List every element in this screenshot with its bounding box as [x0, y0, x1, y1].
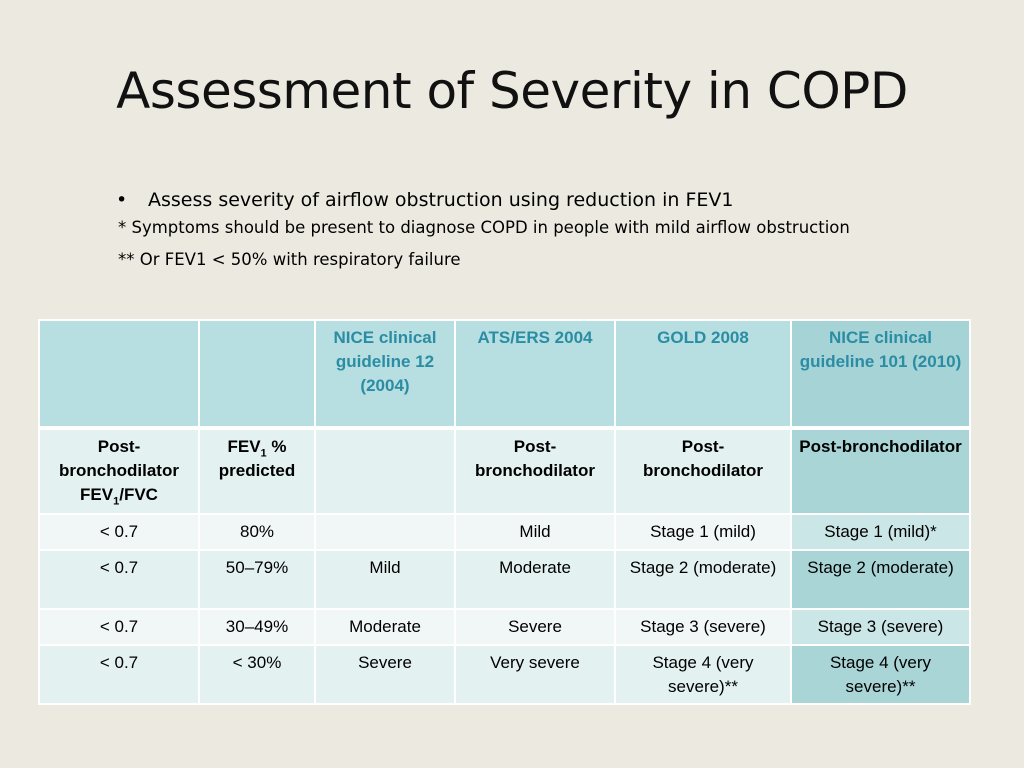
footnote-respiratory-failure: ** Or FEV1 < 50% with respiratory failur…: [118, 250, 461, 269]
subheader-fev1-predicted: FEV1 % predicted: [198, 427, 316, 515]
table-cell: 30–49%: [198, 608, 316, 646]
table-cell: 50–79%: [198, 549, 316, 610]
bullet-dot: •: [116, 189, 128, 211]
table-cell: Severe: [454, 608, 616, 646]
table-row: < 0.7 30–49% Moderate Severe Stage 3 (se…: [38, 608, 971, 646]
subheader-gold: Post-bronchodilator: [614, 427, 792, 515]
subheader-ratio: Post-bronchodilator FEV1/FVC: [38, 427, 200, 515]
table-cell: Moderate: [454, 549, 616, 610]
table-cell: Stage 2 (moderate): [614, 549, 792, 610]
table-cell: Stage 1 (mild): [614, 513, 792, 551]
header-gold-2008: GOLD 2008: [614, 319, 792, 430]
footnote-symptoms: * Symptoms should be present to diagnose…: [118, 218, 850, 237]
table-cell: < 0.7: [38, 644, 200, 705]
bullet-list: • Assess severity of airflow obstruction …: [112, 186, 992, 280]
table-cell: < 30%: [198, 644, 316, 705]
bullet-item: • Assess severity of airflow obstruction …: [112, 186, 992, 216]
header-ats-ers-2004: ATS/ERS 2004: [454, 319, 616, 430]
table-cell: 80%: [198, 513, 316, 551]
table-cell: [314, 513, 456, 551]
table-row: < 0.7 < 30% Severe Very severe Stage 4 (…: [38, 644, 971, 705]
table-cell: Stage 3 (severe): [790, 608, 971, 646]
slide-title: Assessment of Severity in COPD: [116, 62, 908, 120]
bullet-text: Assess severity of airflow obstruction u…: [148, 189, 734, 211]
table-cell: Stage 1 (mild)*: [790, 513, 971, 551]
header-nice-2004: NICE clinical guideline 12 (2004): [314, 319, 456, 430]
table-cell: < 0.7: [38, 549, 200, 610]
table-header-row: NICE clinical guideline 12 (2004) ATS/ER…: [38, 319, 971, 430]
table-cell: < 0.7: [38, 513, 200, 551]
table-cell: Stage 4 (very severe)**: [614, 644, 792, 705]
header-empty-1: [38, 319, 200, 430]
table-cell: < 0.7: [38, 608, 200, 646]
severity-table: NICE clinical guideline 12 (2004) ATS/ER…: [38, 319, 971, 705]
subheader-ats-ers: Post-bronchodilator: [454, 427, 616, 515]
table-cell: Mild: [314, 549, 456, 610]
header-empty-2: [198, 319, 316, 430]
table-row: < 0.7 50–79% Mild Moderate Stage 2 (mode…: [38, 549, 971, 610]
table-subheader-row: Post-bronchodilator FEV1/FVC FEV1 % pred…: [38, 427, 971, 515]
subheader-nice-2004: [314, 427, 456, 515]
table-cell: Mild: [454, 513, 616, 551]
subheader-nice-2010: Post-bronchodilator: [790, 427, 971, 515]
table-cell: Stage 3 (severe): [614, 608, 792, 646]
header-nice-2010: NICE clinical guideline 101 (2010): [790, 319, 971, 430]
table-row: < 0.7 80% Mild Stage 1 (mild) Stage 1 (m…: [38, 513, 971, 551]
table-cell: Stage 2 (moderate): [790, 549, 971, 610]
table-cell: Stage 4 (very severe)**: [790, 644, 971, 705]
table-cell: Severe: [314, 644, 456, 705]
table-cell: Moderate: [314, 608, 456, 646]
table-cell: Very severe: [454, 644, 616, 705]
